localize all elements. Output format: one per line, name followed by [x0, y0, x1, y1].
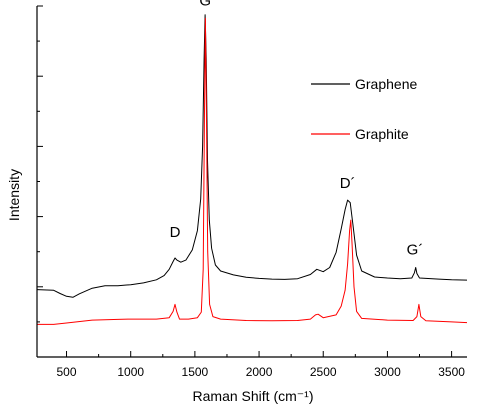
series-line-graphene [36, 14, 468, 298]
legend-label-graphene: Graphene [355, 76, 417, 92]
y-axis-label: Intensity [6, 169, 22, 221]
peak-label: G [199, 0, 211, 10]
x-tick-label: 1500 [182, 365, 209, 379]
peak-label: D´ [340, 175, 356, 192]
x-tick-label: 2000 [246, 365, 273, 379]
peak-label: G´ [407, 242, 424, 259]
x-tick-label: 500 [57, 365, 77, 379]
legend-label-graphite: Graphite [355, 126, 409, 142]
x-axis-label: Raman Shift (cm⁻¹) [193, 388, 314, 404]
peak-annotations: D G D´ G´ [170, 0, 424, 259]
x-tick-label: 1000 [117, 365, 144, 379]
series-line-graphite [37, 17, 468, 325]
axes: 500 1000 1500 2000 2500 3000 3500 [36, 5, 467, 379]
legend: Graphene Graphite [311, 76, 417, 142]
x-tick-label: 2500 [310, 365, 337, 379]
x-tick-label: 3500 [438, 365, 465, 379]
plot-area [36, 14, 468, 325]
x-tick-label: 3000 [374, 365, 401, 379]
peak-label: D [170, 224, 181, 241]
